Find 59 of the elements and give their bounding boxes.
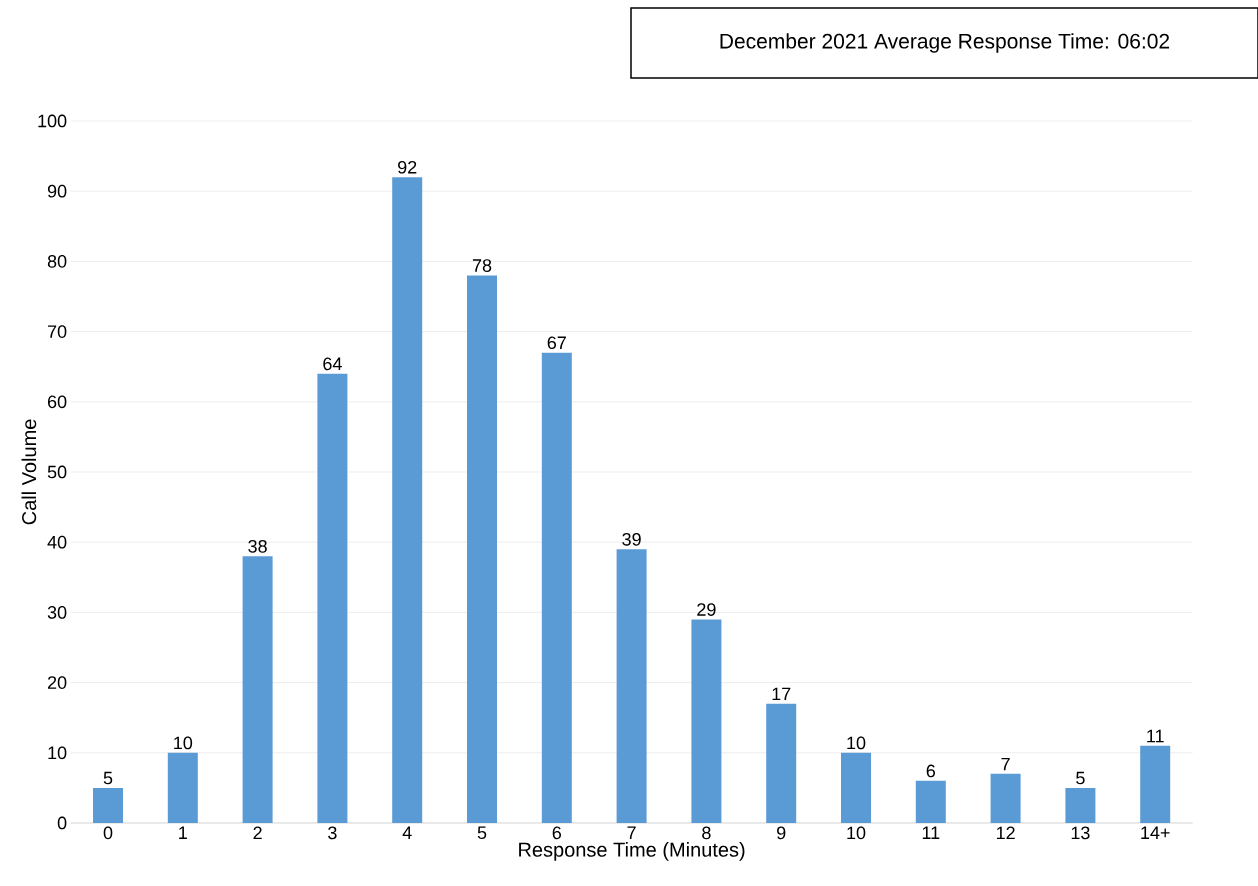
data-label: 17: [772, 687, 791, 701]
data-label: 78: [472, 259, 492, 272]
x-tick-label: 13: [1071, 826, 1090, 840]
y-tick-label: 30: [47, 606, 67, 619]
bar: [766, 703, 797, 823]
y-tick-label: 80: [47, 255, 67, 268]
x-tick-label: 11: [922, 826, 940, 839]
data-label: 7: [1001, 757, 1010, 771]
data-label: 5: [1076, 771, 1085, 785]
x-tick-label: 12: [996, 826, 1015, 840]
data-label: 39: [622, 532, 641, 546]
x-tick-label: 7: [627, 826, 636, 839]
y-tick-label: 0: [57, 816, 67, 830]
y-tick-label: 10: [48, 746, 67, 760]
x-tick-label: 1: [179, 826, 187, 839]
bar: [841, 752, 871, 823]
bar: [1140, 745, 1171, 823]
data-label: 29: [697, 603, 716, 616]
data-label: 67: [547, 336, 566, 350]
y-tick-label: 20: [47, 676, 67, 689]
x-axis-title: Response Time (Minutes): [519, 842, 745, 861]
y-axis-title: Call Volume: [21, 419, 37, 525]
x-tick-label: 2: [253, 826, 262, 840]
x-tick-label: 14+: [1141, 826, 1170, 839]
bar: [467, 275, 498, 823]
x-tick-label: 8: [702, 826, 711, 840]
y-tick-label: 90: [47, 184, 67, 198]
y-tick-label: 50: [47, 465, 67, 479]
x-tick-label: 3: [328, 826, 337, 840]
data-label: 5: [103, 771, 113, 785]
bar: [915, 780, 946, 823]
bar: [691, 619, 722, 823]
y-tick-label: 40: [47, 535, 67, 549]
x-tick-label: 6: [552, 826, 562, 840]
data-label: 38: [248, 539, 267, 553]
chart-title: December 2021 Average Response Time: 06:02: [720, 33, 1170, 53]
bar: [616, 549, 647, 823]
bar: [93, 787, 124, 823]
y-tick-label: 70: [47, 325, 67, 338]
x-tick-label: 9: [777, 826, 786, 840]
bar: [1065, 787, 1096, 823]
bar: [990, 773, 1021, 823]
data-label: 11: [1147, 729, 1164, 743]
bar: [167, 752, 198, 823]
bar: [392, 177, 423, 823]
bar: [242, 556, 273, 823]
data-label: 10: [847, 736, 866, 750]
data-label: 92: [398, 160, 417, 174]
data-label: 10: [174, 736, 193, 750]
x-tick-label: 10: [847, 826, 866, 840]
data-label: 64: [323, 357, 342, 371]
y-tick-label: 100: [38, 114, 67, 128]
x-tick-label: 5: [477, 826, 487, 840]
data-label: 6: [926, 764, 936, 778]
bar: [317, 373, 348, 823]
x-tick-label: 4: [402, 826, 412, 839]
y-tick-label: 60: [47, 395, 67, 409]
bar: [541, 352, 572, 823]
x-tick-label: 0: [103, 826, 113, 840]
